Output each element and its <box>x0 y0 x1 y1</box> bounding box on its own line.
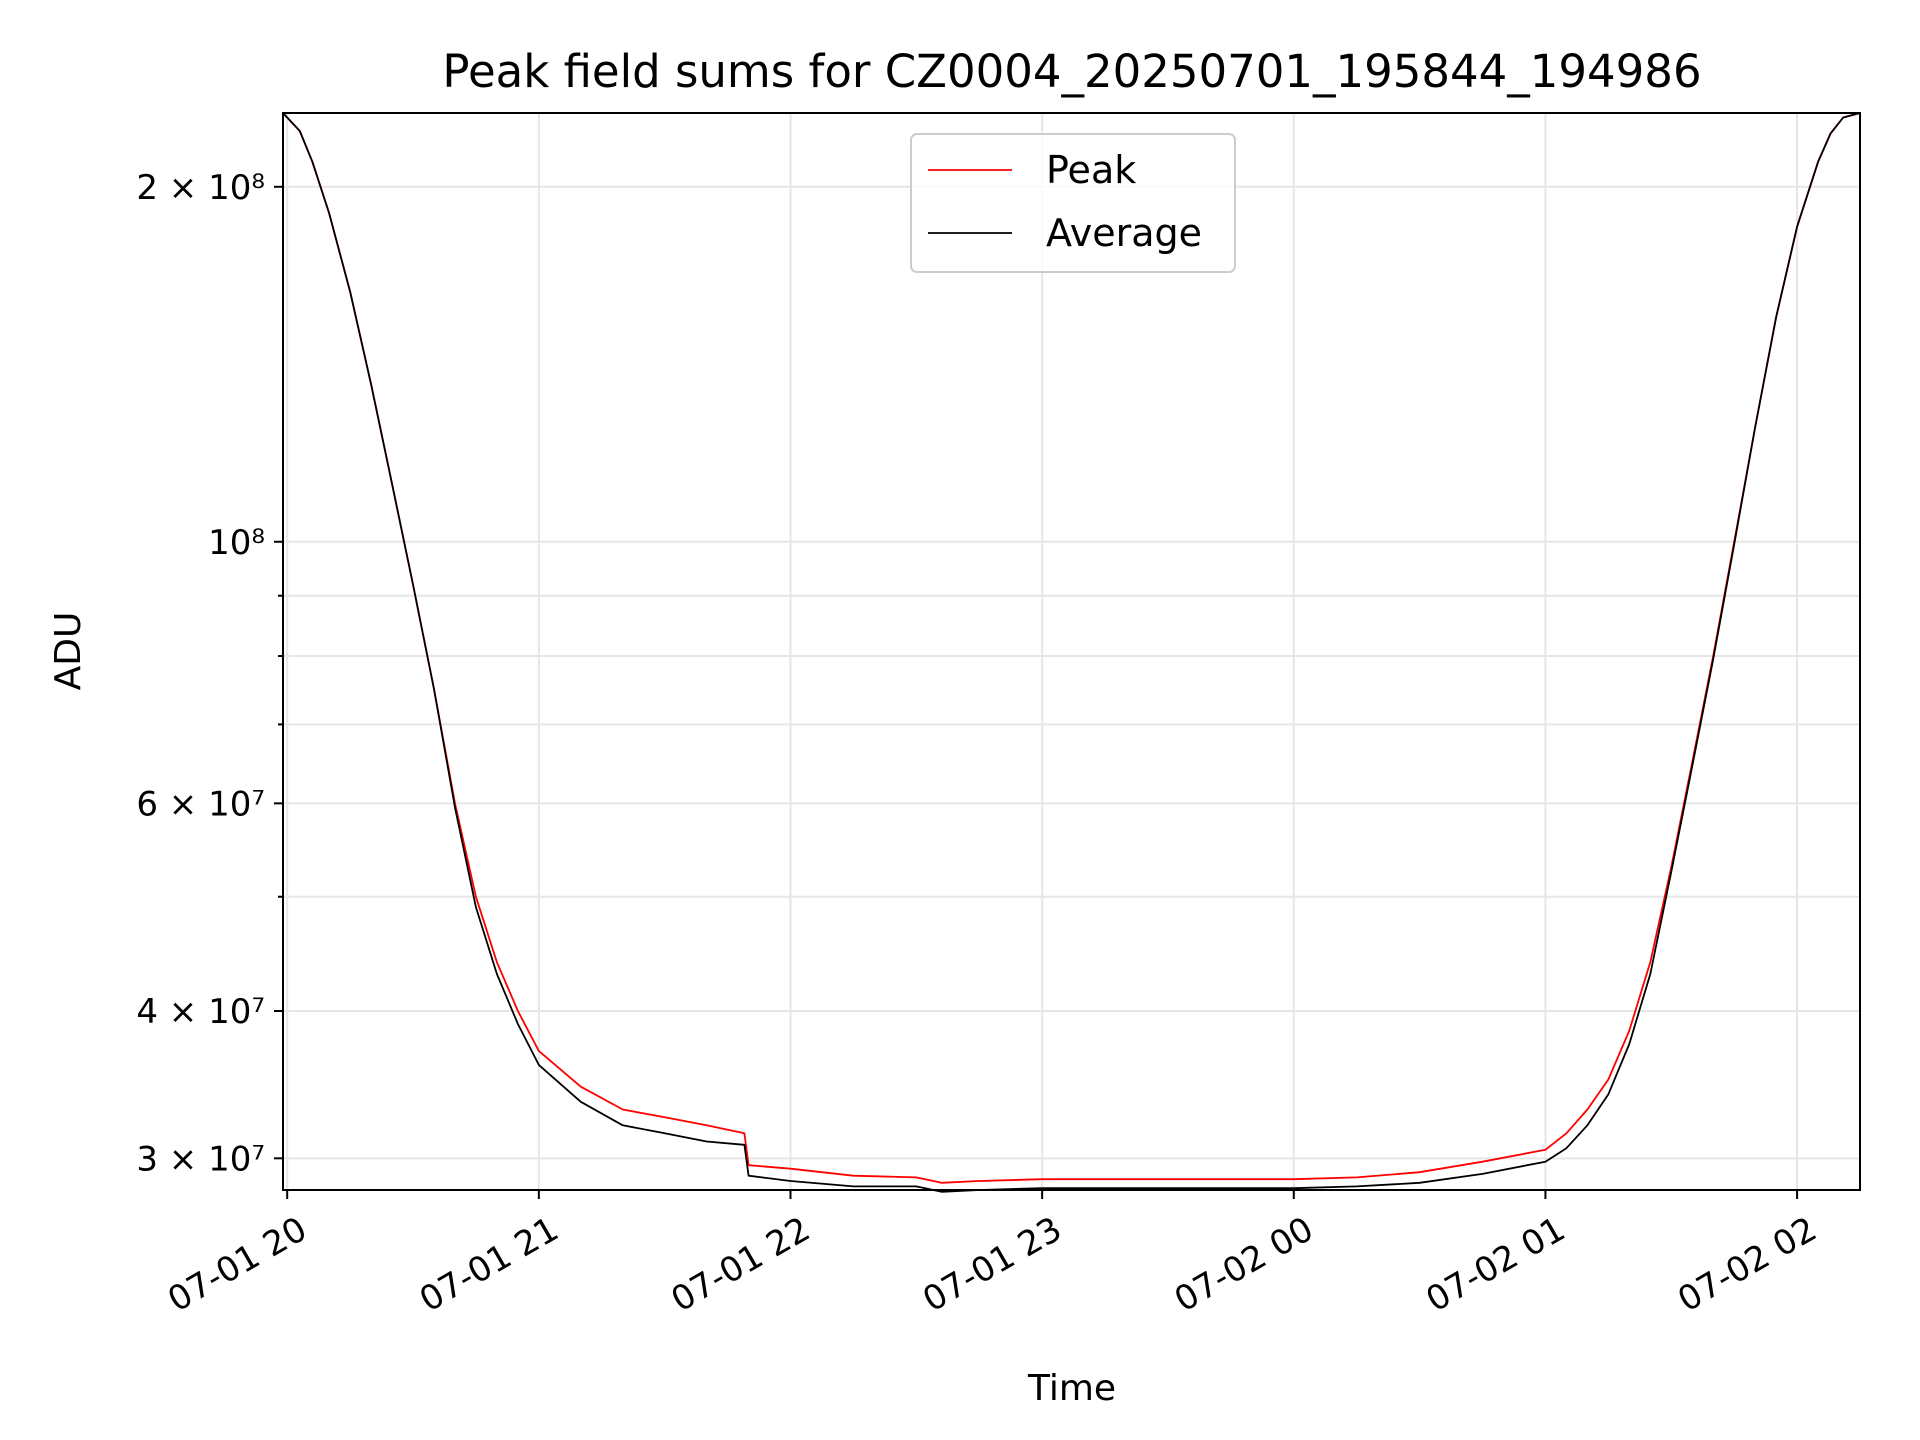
y-tick-label: 10⁸ <box>208 523 265 563</box>
y-tick-label: 2 × 10⁸ <box>136 168 265 208</box>
chart-title: Peak field sums for CZ0004_20250701_1958… <box>442 45 1701 98</box>
grid <box>283 113 1860 1190</box>
legend-average-label: Average <box>1046 211 1202 255</box>
legend: Peak Average <box>910 133 1236 273</box>
y-axis-label: ADU <box>48 612 89 691</box>
legend-box <box>910 133 1236 273</box>
y-tick-label: 3 × 10⁷ <box>136 1139 265 1179</box>
y-tick-label: 4 × 10⁷ <box>136 992 265 1032</box>
y-axis: 3 × 10⁷ 4 × 10⁷ 6 × 10⁷ 10⁸ 2 × 10⁸ <box>136 168 283 1179</box>
x-axis-label: Time <box>1027 1368 1116 1409</box>
y-tick-label: 6 × 10⁷ <box>136 784 265 824</box>
legend-peak-label: Peak <box>1046 148 1136 192</box>
plot-frame <box>282 112 1861 1191</box>
